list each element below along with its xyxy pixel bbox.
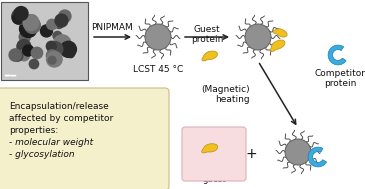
Circle shape [9, 49, 22, 61]
FancyBboxPatch shape [182, 127, 246, 181]
Circle shape [19, 50, 30, 61]
Text: Guest
protein: Guest protein [191, 25, 223, 44]
Circle shape [24, 18, 40, 33]
FancyBboxPatch shape [1, 2, 88, 80]
Text: LCST 45 °C: LCST 45 °C [133, 65, 183, 74]
Circle shape [55, 20, 63, 29]
Text: affected by competitor: affected by competitor [9, 114, 113, 123]
Circle shape [68, 51, 74, 58]
Circle shape [19, 31, 30, 42]
Polygon shape [328, 45, 346, 65]
Circle shape [14, 7, 28, 20]
Circle shape [48, 42, 63, 57]
Text: (Magnetic)
heating: (Magnetic) heating [201, 85, 250, 104]
Circle shape [55, 14, 68, 27]
Polygon shape [270, 40, 285, 52]
Circle shape [12, 50, 23, 61]
Circle shape [23, 15, 39, 31]
Circle shape [53, 31, 62, 40]
Circle shape [46, 51, 62, 67]
Text: +: + [245, 147, 257, 161]
Circle shape [22, 23, 36, 37]
Polygon shape [202, 144, 218, 153]
Circle shape [29, 59, 39, 69]
Circle shape [46, 50, 58, 61]
Circle shape [145, 24, 171, 50]
Polygon shape [273, 29, 287, 37]
Text: Competitor
protein: Competitor protein [315, 69, 365, 88]
Circle shape [59, 10, 71, 22]
Circle shape [17, 40, 31, 53]
Text: PNIPMAM: PNIPMAM [92, 23, 133, 32]
Text: Released
guest: Released guest [195, 165, 233, 184]
Circle shape [48, 56, 56, 64]
FancyBboxPatch shape [0, 88, 169, 189]
Text: Encapsulation/release: Encapsulation/release [9, 102, 109, 111]
Text: 10 nm: 10 nm [5, 74, 16, 78]
Polygon shape [202, 51, 218, 61]
Circle shape [12, 9, 27, 24]
Circle shape [245, 24, 271, 50]
Circle shape [31, 47, 43, 59]
Circle shape [60, 41, 76, 57]
Circle shape [285, 139, 311, 165]
Text: Fe₃O₄: Fe₃O₄ [32, 88, 57, 97]
Circle shape [20, 20, 37, 37]
Circle shape [41, 25, 53, 37]
Circle shape [23, 45, 34, 56]
Circle shape [46, 41, 56, 51]
Circle shape [27, 15, 37, 24]
Circle shape [12, 12, 24, 24]
Polygon shape [308, 147, 327, 167]
Text: - molecular weight: - molecular weight [9, 138, 93, 147]
Text: - glycosylation: - glycosylation [9, 150, 74, 159]
Circle shape [53, 35, 71, 52]
Circle shape [47, 19, 57, 30]
Text: properties:: properties: [9, 126, 58, 135]
